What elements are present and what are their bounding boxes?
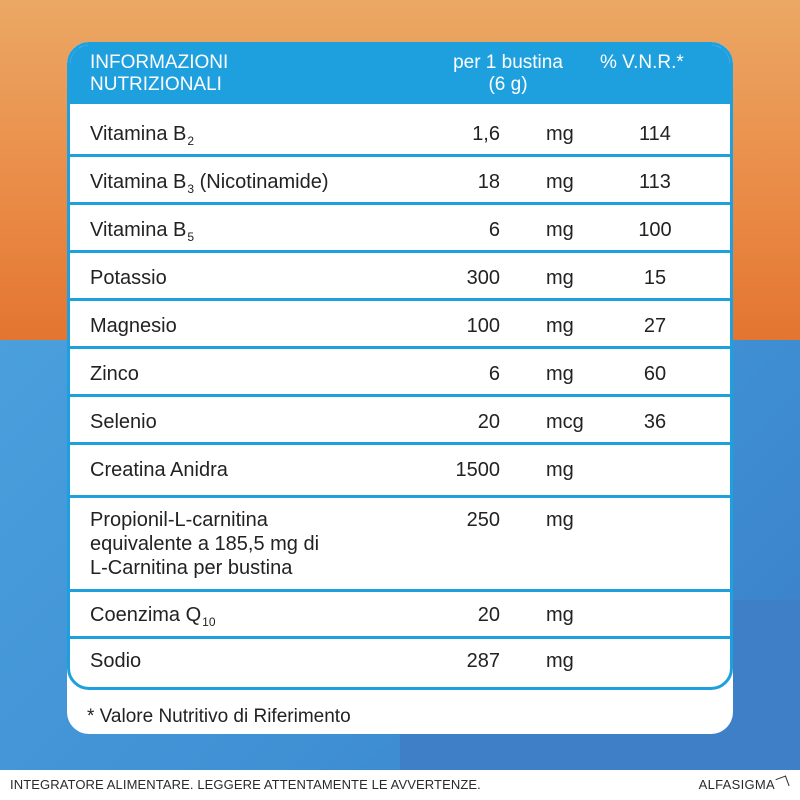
- row-unit: mg: [546, 363, 574, 385]
- row-vnr: 100: [638, 219, 672, 241]
- nutrition-table: INFORMAZIONI NUTRIZIONALI per 1 bustina …: [67, 42, 733, 690]
- row-quantity: 250: [466, 509, 500, 531]
- header-title-line2: NUTRIZIONALI: [90, 74, 222, 95]
- row-vnr: 114: [639, 123, 671, 145]
- row-name: Zinco: [90, 363, 139, 385]
- row-separator: [70, 589, 730, 592]
- row-vnr: 27: [643, 315, 667, 337]
- row-quantity: 100: [466, 315, 500, 337]
- row-name: Magnesio: [90, 315, 177, 337]
- row-vnr: 15: [643, 267, 667, 289]
- brand-name: ALFASIGMA: [698, 777, 775, 792]
- header-per-serving: per 1 bustina (6 g): [438, 52, 578, 96]
- row-name: Propionil-L-carnitina equivalente a 185,…: [90, 508, 319, 580]
- row-separator: [70, 154, 730, 157]
- row-unit: mg: [546, 315, 574, 337]
- row-quantity: 1,6: [472, 123, 500, 145]
- row-unit: mg: [546, 459, 574, 481]
- row-quantity: 1500: [455, 459, 501, 481]
- row-unit: mg: [546, 171, 574, 193]
- header-per-line1: per 1 bustina: [453, 52, 563, 73]
- row-separator: [70, 346, 730, 349]
- row-unit: mg: [546, 267, 574, 289]
- footer-bar: [0, 770, 800, 800]
- header-title: INFORMAZIONI NUTRIZIONALI: [90, 52, 228, 96]
- row-name-line: L-Carnitina per bustina: [90, 557, 293, 579]
- row-vnr: 36: [643, 411, 667, 433]
- row-name: Vitamina B2: [90, 123, 195, 148]
- row-name-line: equivalente a 185,5 mg di: [90, 533, 320, 555]
- row-separator: [70, 298, 730, 301]
- row-quantity: 6: [488, 219, 500, 241]
- row-unit: mg: [546, 650, 574, 672]
- row-separator: [70, 250, 730, 253]
- row-separator: [70, 495, 730, 498]
- row-quantity: 6: [488, 363, 500, 385]
- row-name: Vitamina B3 (Nicotinamide): [90, 171, 329, 196]
- row-quantity: 20: [477, 411, 500, 433]
- row-unit: mg: [546, 509, 574, 531]
- row-unit: mg: [546, 604, 574, 626]
- row-name: Creatina Anidra: [90, 459, 228, 481]
- row-name-line: Propionil-L-carnitina: [90, 509, 268, 531]
- footer-disclaimer: INTEGRATORE ALIMENTARE. LEGGERE ATTENTAM…: [10, 777, 481, 792]
- header-vnr: % V.N.R.*: [600, 52, 684, 73]
- row-quantity: 300: [466, 267, 500, 289]
- brand-logo: ALFASIGMA: [698, 775, 790, 792]
- row-vnr: 113: [639, 171, 671, 193]
- row-name: Potassio: [90, 267, 167, 289]
- table-header: INFORMAZIONI NUTRIZIONALI per 1 bustina …: [70, 45, 730, 104]
- row-name: Vitamina B5: [90, 219, 195, 244]
- row-quantity: 18: [477, 171, 500, 193]
- row-unit: mg: [546, 123, 574, 145]
- header-per-line2: (6 g): [488, 74, 528, 95]
- row-quantity: 20: [477, 604, 500, 626]
- row-unit: mg: [546, 219, 574, 241]
- row-name: Selenio: [90, 411, 157, 433]
- footnote: * Valore Nutritivo di Riferimento: [87, 706, 351, 727]
- row-separator: [70, 442, 730, 445]
- row-name: Sodio: [90, 650, 142, 672]
- row-vnr: 60: [643, 363, 667, 385]
- row-separator: [70, 636, 730, 639]
- row-separator: [70, 202, 730, 205]
- row-name: Coenzima Q10: [90, 604, 216, 629]
- header-title-line1: INFORMAZIONI: [90, 52, 229, 73]
- brand-mark-icon: [775, 775, 790, 790]
- row-separator: [70, 394, 730, 397]
- row-unit: mcg: [546, 411, 584, 433]
- row-quantity: 287: [466, 650, 500, 672]
